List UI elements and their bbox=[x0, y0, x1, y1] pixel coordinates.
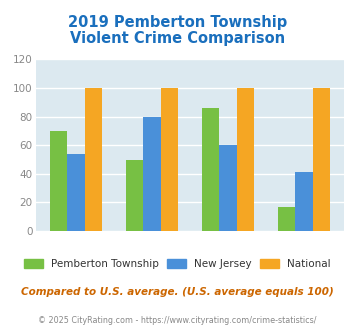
Bar bbox=[295, 172, 313, 231]
Text: Violent Crime Comparison: Violent Crime Comparison bbox=[70, 31, 285, 46]
Bar bbox=[143, 116, 160, 231]
Bar bbox=[126, 159, 143, 231]
Bar bbox=[202, 108, 219, 231]
Text: 2019 Pemberton Township: 2019 Pemberton Township bbox=[68, 15, 287, 30]
Text: Compared to U.S. average. (U.S. average equals 100): Compared to U.S. average. (U.S. average … bbox=[21, 287, 334, 297]
Bar bbox=[67, 154, 84, 231]
Legend: Pemberton Township, New Jersey, National: Pemberton Township, New Jersey, National bbox=[20, 254, 335, 273]
Bar bbox=[278, 207, 295, 231]
Bar bbox=[313, 88, 330, 231]
Bar bbox=[237, 88, 254, 231]
Bar bbox=[50, 131, 67, 231]
Bar bbox=[160, 88, 178, 231]
Text: © 2025 CityRating.com - https://www.cityrating.com/crime-statistics/: © 2025 CityRating.com - https://www.city… bbox=[38, 315, 317, 325]
Bar bbox=[219, 145, 237, 231]
Bar bbox=[84, 88, 102, 231]
